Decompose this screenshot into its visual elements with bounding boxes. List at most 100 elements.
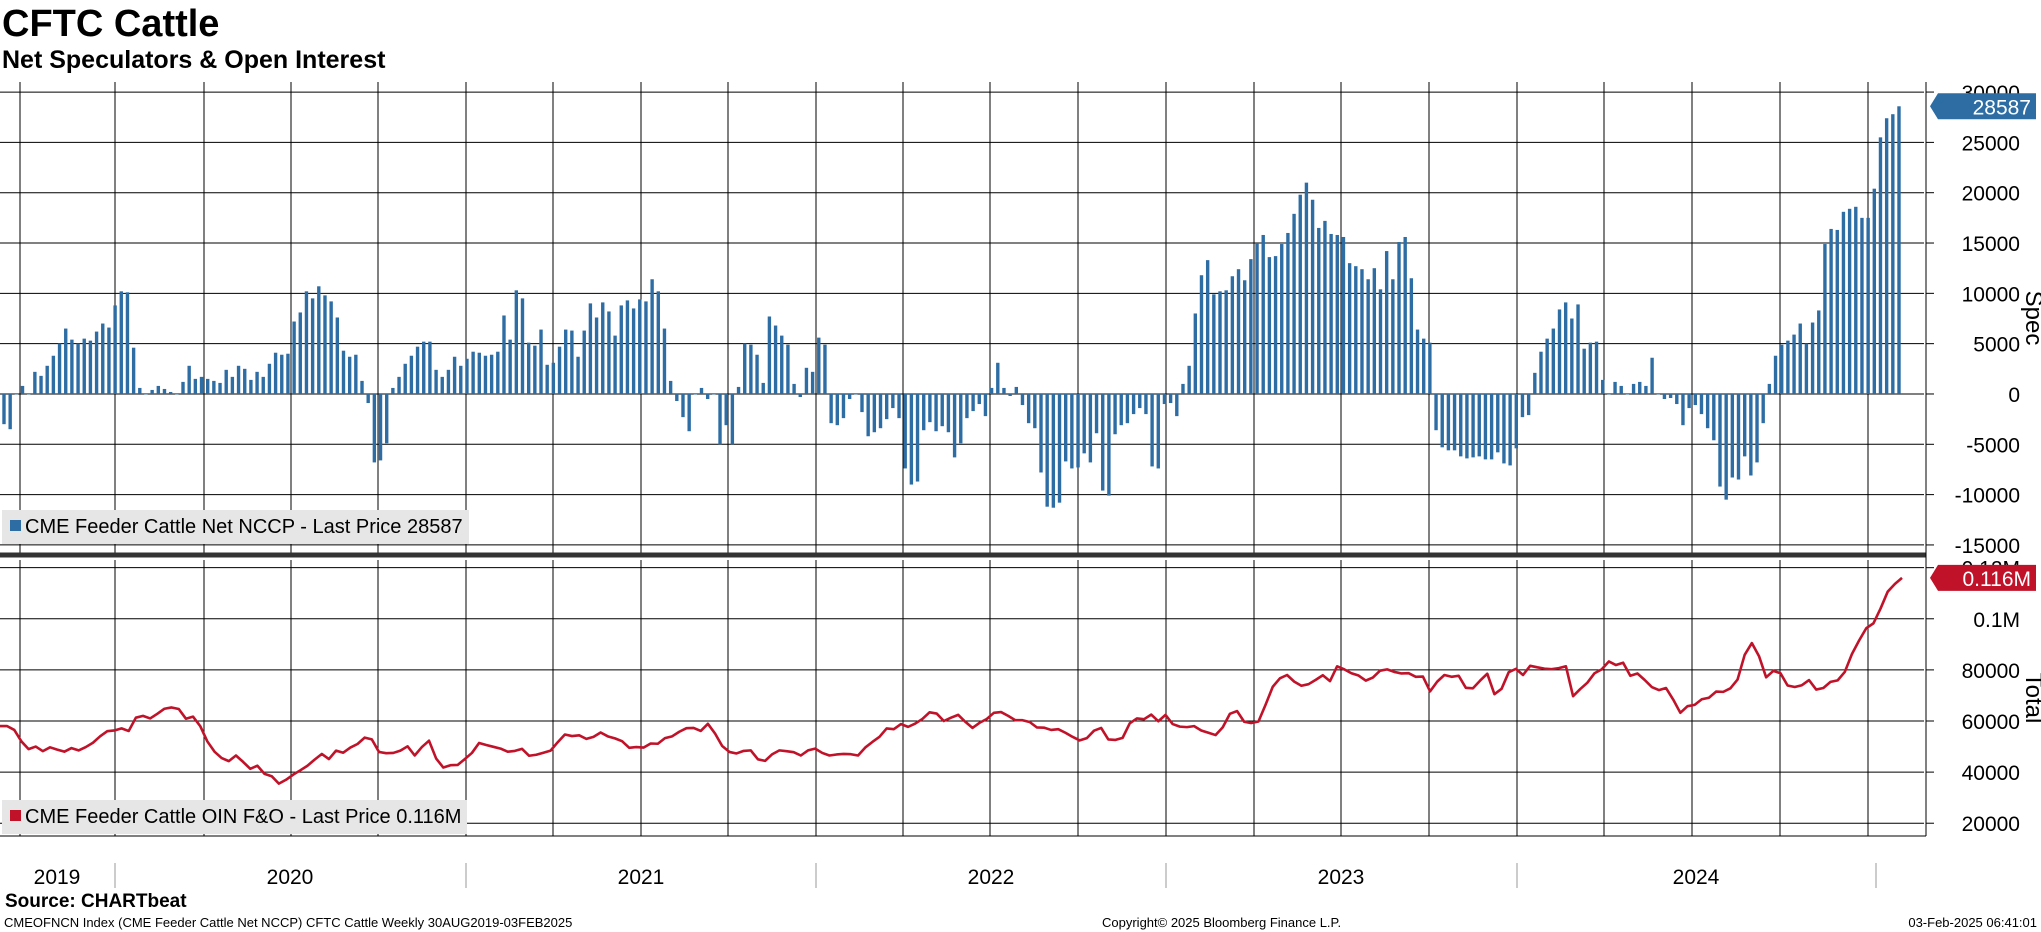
spec-bar [650, 279, 654, 394]
spec-bar [897, 393, 901, 419]
spec-bar [496, 351, 500, 394]
spec-bar [1780, 344, 1784, 394]
spec-bar [267, 363, 272, 394]
spec-bar [1094, 393, 1099, 434]
spec-bar [940, 393, 944, 427]
spec-bar [996, 362, 1000, 394]
spec-bar [712, 393, 716, 395]
spec-bar [576, 356, 580, 394]
spec-ytick-label: 10000 [1962, 283, 2020, 306]
spec-bar [1767, 383, 1772, 394]
total-gridlines [0, 560, 1924, 836]
spec-bar [1675, 393, 1679, 405]
spec-bar [310, 298, 315, 394]
total-ytick-label: 0.1M [1973, 609, 2020, 632]
spec-bar [1168, 393, 1173, 404]
spec-bar [1551, 328, 1556, 394]
spec-bar [662, 328, 667, 394]
spec-bar [70, 339, 74, 394]
spec-bar [761, 382, 765, 394]
spec-bar [823, 344, 827, 394]
spec-bar [1817, 310, 1821, 394]
total-ytick-label: 60000 [1962, 711, 2020, 734]
spec-bar [150, 389, 154, 394]
total-ytick-label: 40000 [1962, 762, 2020, 785]
spec-bar [403, 363, 407, 394]
spec-bar [1205, 260, 1210, 394]
spec-bar [292, 321, 296, 394]
spec-bar [983, 393, 988, 417]
spec-bar [1804, 343, 1809, 394]
spec-bar [1576, 304, 1580, 394]
spec-bar [1755, 393, 1759, 463]
spec-ytick-label: 0 [2008, 384, 2020, 407]
spec-bar [1292, 213, 1296, 394]
spec-bar [780, 335, 784, 394]
spec-bar [1712, 393, 1716, 441]
spec-bar [730, 393, 735, 445]
spec-bar [1545, 338, 1549, 394]
spec-bar [1897, 106, 1901, 394]
spec-bar [1391, 279, 1395, 394]
spec-bar [718, 393, 722, 445]
spec-bar [1051, 393, 1056, 508]
spec-bar [1866, 217, 1870, 394]
spec-bar [1131, 393, 1136, 415]
spec-bar [545, 364, 549, 394]
spec-bar [1638, 381, 1642, 394]
spec-bar [45, 365, 49, 394]
spec-bar [415, 346, 420, 394]
spec-bar [1354, 266, 1358, 394]
spec-bar [1193, 313, 1198, 394]
spec-bar [681, 393, 685, 418]
spec-bar [1699, 393, 1704, 415]
spec-ytick-label: -10000 [1955, 485, 2020, 508]
spec-bar [1798, 323, 1802, 394]
spec-bar [1483, 393, 1488, 460]
spec-axis-title: Spec [2020, 291, 2041, 346]
spec-bar [2, 393, 6, 425]
spec-bar [1014, 386, 1019, 394]
legend-spec-swatch [10, 520, 21, 532]
spec-bar [199, 376, 204, 394]
spec-bar [471, 351, 475, 394]
spec-bar [1317, 227, 1321, 394]
spec-bar [1582, 348, 1586, 394]
spec-bar [884, 393, 889, 420]
spec-bar [1650, 357, 1654, 394]
spec-bar [1249, 259, 1253, 394]
spec-bar [131, 347, 136, 394]
spec-bar [1175, 393, 1179, 417]
spec-ytick-label: 25000 [1962, 132, 2020, 155]
x-year-label: 2023 [1318, 866, 1365, 889]
spec-bar [1144, 393, 1148, 415]
spec-bar [539, 329, 543, 394]
spec-bar [1199, 275, 1204, 394]
spec-bar [1434, 393, 1438, 431]
spec-bar [397, 376, 401, 394]
spec-bar [224, 369, 228, 394]
spec-bar [144, 393, 148, 395]
spec-bar [1662, 393, 1667, 400]
spec-bar [952, 393, 957, 458]
spec-bar [1465, 393, 1469, 459]
spec-bar [792, 383, 796, 394]
spec-bar [1026, 393, 1031, 424]
spec-bar [1489, 393, 1494, 460]
spec-gridlines [0, 82, 1924, 555]
spec-bar [1070, 393, 1074, 469]
spec-last-badge-text: 28587 [1973, 96, 2031, 119]
spec-bar [872, 393, 877, 433]
spec-bar [14, 393, 19, 395]
spec-bar [1082, 393, 1086, 454]
spec-bar [1150, 393, 1154, 467]
spec-bars [2, 106, 1901, 508]
spec-bar [909, 393, 914, 485]
spec-bar [1878, 137, 1883, 394]
spec-bar [1471, 393, 1475, 458]
spec-bar [64, 328, 68, 394]
page-title: CFTC Cattle [2, 3, 220, 45]
spec-bar [1335, 234, 1339, 394]
spec-bar [1440, 393, 1444, 448]
